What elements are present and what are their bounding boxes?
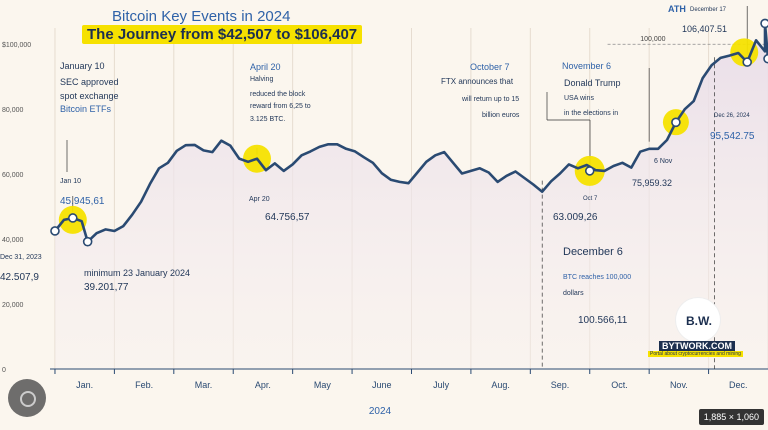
y-tick-label: 0 [2, 367, 6, 374]
month-label: Jan. [76, 380, 93, 390]
y-tick-label: $100,000 [2, 42, 31, 49]
price-area-fill [54, 23, 768, 369]
chart-subtitle: The Journey from $42,507 to $106,407 [82, 25, 363, 44]
annotation-oct7-line2: will return up to 15 [462, 96, 520, 103]
chart-title: Bitcoin Key Events in 2024 [112, 8, 291, 25]
event-highlight [730, 38, 759, 67]
annotation-dec26-value: 95,542.75 [710, 131, 755, 142]
annotation-dec6-line1: BTC reaches 100,000 [563, 274, 632, 281]
event-point [742, 57, 753, 67]
month-label: June [372, 380, 392, 390]
annotation-apr20-date: Apr 20 [249, 196, 270, 203]
reference-line-label: 100,000 [640, 36, 665, 43]
annotation-jan10-title: January 10 [60, 61, 105, 71]
annotation-jan10-line3: Bitcoin ETFs [60, 104, 112, 114]
annotation-jan23-text: minimum 23 January 2024 [84, 268, 191, 278]
annotation-oct7-line1: FTX announces that [441, 77, 514, 86]
y-tick-label: 40,000 [2, 237, 24, 244]
annotation-apr20-title: April 20 [250, 62, 281, 72]
annotation-dec6-value: 100.566,11 [578, 315, 628, 326]
month-label: Aug. [491, 380, 510, 390]
annotation-oct7-value: 63.009,26 [553, 212, 598, 223]
annotation-apr20-line1: reduced the block [250, 91, 306, 98]
month-label: Mar. [195, 380, 213, 390]
annotation-apr20-line3: 3.125 BTC. [250, 116, 286, 123]
month-label: Dec. [729, 380, 748, 390]
month-label: May [314, 380, 332, 390]
month-label: Apr. [255, 380, 271, 390]
annotation-apr20-line0: Halving [250, 76, 274, 83]
price-line [53, 22, 768, 243]
annotation-ath-date: December 17 [690, 7, 727, 13]
bytwork-brand-name: BYTWORK.COM [659, 341, 735, 351]
annotation-nov6-line3: in the elections in [564, 110, 619, 117]
annotation-oct7-line3: billion euros [482, 112, 520, 119]
bytwork-logo-circle [676, 298, 720, 342]
annotation-dec26-date: Dec 26, 2024 [714, 113, 750, 119]
annotation-nov6-value: 75,959.32 [632, 178, 673, 188]
event-point [763, 53, 768, 64]
annotation-oct7-date: Oct 7 [583, 196, 598, 202]
annotation-nov6-line2: USA wins [564, 95, 594, 102]
annotation-apr20-line2: reward from 6,25 to [250, 103, 311, 110]
month-label: Nov. [670, 380, 688, 390]
annotation-jan10-line1: SEC approved [60, 77, 119, 87]
annotation-jan10-value: 45.945,61 [60, 196, 105, 207]
bytwork-tagline: Portal about cryptocurrencies and mining [648, 351, 743, 357]
event-point [50, 226, 60, 236]
annotation-apr20-value: 64.756,57 [265, 212, 310, 223]
annotation-oct7-title: October 7 [470, 62, 510, 72]
image-size-badge: 1,885 × 1,060 [698, 409, 764, 425]
lens-icon [20, 391, 36, 407]
annotation-ath-label: ATH [668, 4, 686, 14]
month-label: Feb. [135, 380, 153, 390]
month-label: Sep. [551, 380, 570, 390]
month-label: Oct. [611, 380, 628, 390]
y-tick-label: 20,000 [2, 302, 24, 309]
y-tick-label: 80,000 [2, 107, 24, 114]
event-point [82, 236, 93, 247]
y-tick-label: 60,000 [2, 172, 24, 179]
x-axis-label: 2024 [369, 406, 392, 417]
event-point [760, 18, 768, 29]
annotation-dec6-line2: dollars [563, 290, 584, 297]
annotation-dec31-date: Dec 31, 2023 [0, 254, 42, 261]
annotation-jan23-value: 39.201,77 [84, 282, 129, 293]
annotation-dec6-title: December 6 [563, 246, 623, 258]
annotation-jan10-date: Jan 10 [60, 178, 82, 185]
annotation-nov6-date: 6 Nov [654, 158, 673, 165]
annotation-ath-value: 106,407.51 [682, 24, 728, 34]
event-point [671, 117, 681, 128]
annotation-nov6-title: November 6 [562, 61, 612, 71]
month-label: July [433, 380, 450, 390]
event-point [67, 213, 78, 223]
bytwork-logo-text: B.W. [686, 314, 712, 328]
annotation-dec31-value: 42.507,9 [0, 272, 39, 283]
annotation-nov6-line1: Donald Trump [564, 78, 621, 88]
annotation-jan10-line2: spot exchange [60, 91, 119, 101]
event-point [584, 166, 595, 176]
